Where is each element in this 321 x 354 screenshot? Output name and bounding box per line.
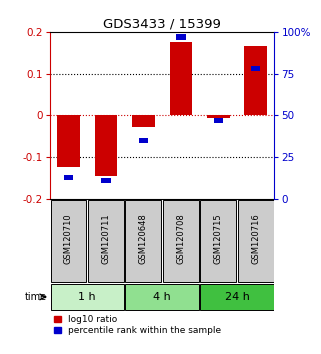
FancyBboxPatch shape xyxy=(126,284,199,310)
Bar xyxy=(95,115,117,176)
Legend: log10 ratio, percentile rank within the sample: log10 ratio, percentile rank within the … xyxy=(54,315,221,335)
Bar xyxy=(169,42,192,115)
Text: GSM120715: GSM120715 xyxy=(214,214,223,264)
FancyBboxPatch shape xyxy=(51,200,86,282)
Bar xyxy=(139,138,148,143)
Bar xyxy=(64,175,73,180)
Text: GSM120648: GSM120648 xyxy=(139,214,148,264)
Text: 1 h: 1 h xyxy=(78,292,96,302)
Text: GSM120708: GSM120708 xyxy=(176,214,185,264)
Text: 4 h: 4 h xyxy=(153,292,171,302)
Bar xyxy=(101,178,111,183)
Title: GDS3433 / 15399: GDS3433 / 15399 xyxy=(103,18,221,31)
FancyBboxPatch shape xyxy=(126,200,161,282)
Text: GSM120716: GSM120716 xyxy=(251,214,260,264)
FancyBboxPatch shape xyxy=(163,200,199,282)
FancyBboxPatch shape xyxy=(200,200,236,282)
Text: GSM120711: GSM120711 xyxy=(101,214,110,264)
Bar xyxy=(213,118,223,123)
FancyBboxPatch shape xyxy=(88,200,124,282)
FancyBboxPatch shape xyxy=(238,200,273,282)
Text: GSM120710: GSM120710 xyxy=(64,214,73,264)
Text: 24 h: 24 h xyxy=(225,292,249,302)
Bar xyxy=(176,34,186,40)
FancyBboxPatch shape xyxy=(51,284,124,310)
Text: time: time xyxy=(24,292,47,302)
Bar xyxy=(251,66,260,72)
Bar xyxy=(207,115,230,118)
Bar xyxy=(57,115,80,167)
Bar xyxy=(245,46,267,115)
Bar xyxy=(132,115,155,127)
FancyBboxPatch shape xyxy=(200,284,273,310)
